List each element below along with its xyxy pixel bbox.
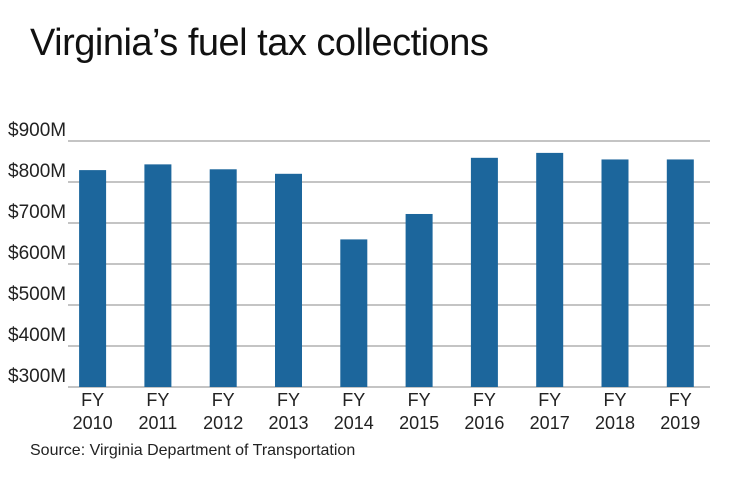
x-tick-label: 2012: [203, 413, 243, 433]
x-tick-label: FY: [669, 390, 692, 410]
x-tick-label: 2010: [73, 413, 113, 433]
bar-2013: [275, 173, 302, 387]
x-tick-label: FY: [603, 390, 626, 410]
x-tick-label: 2017: [530, 413, 570, 433]
x-tick-label: 2018: [595, 413, 635, 433]
bar-2019: [666, 159, 694, 387]
y-tick-label: $700M: [8, 202, 66, 223]
bar-2010: [79, 170, 107, 387]
bar-2012: [209, 169, 237, 387]
x-tick-label: FY: [342, 390, 365, 410]
bar-2017: [536, 152, 564, 387]
chart-title: Virginia’s fuel tax collections: [30, 22, 489, 64]
x-tick-label: FY: [212, 390, 235, 410]
x-tick-label: 2019: [660, 413, 700, 433]
y-tick-label: $300M: [8, 366, 66, 387]
y-tick-label: $900M: [8, 120, 66, 141]
x-tick-label: FY: [538, 390, 561, 410]
x-tick-label: 2014: [334, 413, 374, 433]
bar-2011: [144, 164, 172, 387]
y-tick-label: $500M: [8, 284, 66, 305]
x-tick-label: 2011: [139, 413, 178, 433]
source-note: Source: Virginia Department of Transport…: [30, 442, 356, 459]
x-tick-label: FY: [81, 390, 104, 410]
bar-2015: [405, 213, 433, 387]
x-tick-label: 2016: [464, 413, 504, 433]
bar-2016: [470, 157, 498, 387]
x-tick-label: 2015: [399, 413, 439, 433]
y-tick-label: $800M: [8, 161, 66, 182]
bar-2018: [601, 159, 629, 387]
x-tick-label: FY: [277, 390, 300, 410]
x-tick-label: FY: [146, 390, 169, 410]
x-tick-label: 2013: [268, 413, 308, 433]
x-tick-label: FY: [473, 390, 496, 410]
y-tick-label: $600M: [8, 243, 66, 264]
y-tick-label: $400M: [8, 325, 66, 346]
bar-2014: [340, 239, 368, 387]
x-tick-label: FY: [408, 390, 431, 410]
